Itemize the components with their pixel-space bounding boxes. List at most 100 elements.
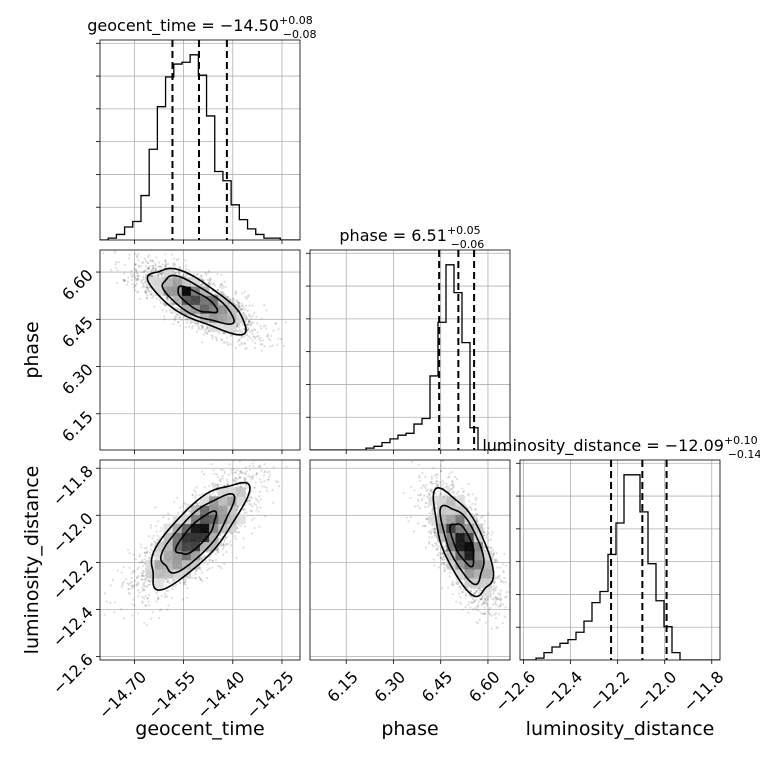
density-cell — [200, 304, 210, 314]
sample-point — [182, 582, 185, 586]
sample-point — [260, 349, 263, 352]
sample-point — [237, 506, 240, 509]
sample-point — [249, 499, 252, 502]
sample-point — [154, 269, 157, 272]
sample-point — [136, 567, 139, 571]
sample-point — [241, 343, 244, 346]
sample-point — [139, 543, 142, 546]
sample-point — [249, 323, 252, 326]
sample-point — [143, 574, 146, 578]
sample-point — [200, 275, 203, 278]
sample-point — [113, 611, 116, 614]
sample-point — [222, 332, 225, 335]
sample-point — [253, 527, 256, 530]
sample-point — [215, 473, 218, 476]
sample-point — [271, 344, 274, 347]
sample-point — [142, 585, 145, 588]
sample-point — [232, 479, 235, 482]
sample-point — [234, 477, 237, 480]
sample-point — [220, 338, 223, 341]
sample-point — [250, 496, 253, 499]
density-cell — [190, 277, 201, 287]
sample-point — [254, 481, 257, 484]
sample-point — [229, 297, 232, 300]
sample-point — [236, 478, 239, 481]
sample-point — [135, 278, 138, 281]
sample-point — [166, 579, 169, 582]
sample-point — [213, 485, 216, 488]
sample-point — [201, 327, 204, 330]
sample-point — [263, 474, 266, 477]
sample-point — [226, 341, 229, 344]
sample-point — [240, 336, 243, 339]
sample-point — [236, 469, 239, 472]
sample-point — [188, 269, 191, 272]
sample-point — [247, 313, 250, 316]
sample-point — [115, 261, 118, 264]
histogram-geocent_time — [100, 54, 300, 240]
sample-point — [244, 333, 247, 336]
sample-point — [134, 268, 137, 271]
sample-point — [209, 278, 212, 281]
density-cell — [181, 286, 192, 296]
density-cell — [190, 295, 201, 305]
sample-point — [167, 512, 170, 515]
sample-point — [138, 591, 141, 594]
sample-point — [219, 291, 222, 294]
sample-point — [213, 472, 216, 475]
sample-point — [222, 543, 225, 546]
sample-point — [276, 343, 279, 346]
sample-point — [167, 589, 170, 593]
sample-point — [248, 321, 251, 324]
sample-point — [226, 483, 229, 486]
sample-point — [171, 311, 174, 314]
sample-point — [241, 308, 244, 311]
sample-point — [158, 616, 161, 619]
sample-point — [134, 275, 137, 278]
sample-point — [246, 309, 249, 312]
sample-point — [275, 480, 278, 483]
sample-point — [245, 487, 248, 490]
sample-point — [143, 281, 146, 284]
sample-point — [134, 277, 137, 280]
sample-point — [196, 272, 199, 275]
sample-point — [154, 264, 157, 267]
sample-point — [244, 472, 247, 475]
sample-point — [253, 486, 257, 489]
sample-point — [222, 341, 225, 344]
sample-point — [193, 576, 197, 580]
sample-point — [203, 486, 206, 489]
sample-point — [238, 460, 241, 463]
sample-point — [179, 506, 182, 509]
sample-point — [248, 320, 251, 323]
sample-point — [225, 336, 229, 339]
sample-point — [241, 330, 244, 334]
density-cell — [200, 295, 210, 305]
sample-point — [253, 517, 256, 520]
sample-point — [284, 321, 287, 324]
sample-point — [176, 308, 179, 311]
sample-point — [206, 332, 209, 335]
sample-point — [113, 601, 116, 604]
sample-point — [259, 465, 262, 468]
density-cell — [181, 295, 192, 305]
sample-point — [174, 271, 178, 275]
sample-point — [147, 600, 150, 603]
sample-point — [155, 600, 158, 603]
sample-point — [211, 482, 214, 485]
sample-point — [255, 472, 258, 475]
sample-point — [136, 291, 139, 294]
sample-point — [138, 555, 141, 558]
sample-point — [220, 283, 223, 286]
sample-point — [157, 596, 160, 599]
sample-point — [191, 325, 194, 328]
sample-point — [153, 262, 156, 265]
sample-point — [179, 310, 182, 313]
sample-point — [130, 572, 133, 575]
sample-point — [240, 471, 243, 474]
sample-point — [276, 440, 278, 442]
sample-point — [123, 272, 126, 275]
sample-point — [143, 551, 146, 554]
sample-point — [224, 332, 227, 335]
sample-point — [149, 526, 152, 529]
